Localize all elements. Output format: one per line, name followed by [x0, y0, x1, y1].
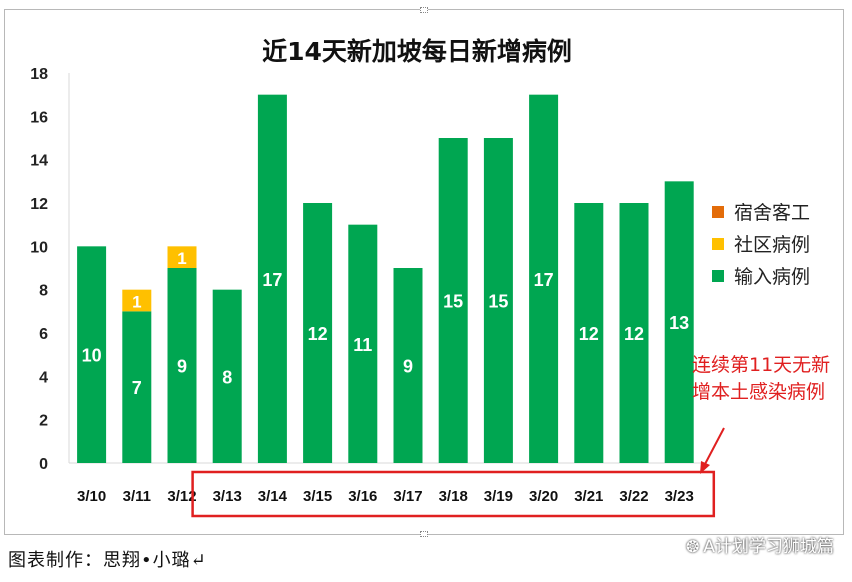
x-tick-label: 3/17	[393, 488, 422, 505]
x-tick-label: 3/13	[213, 488, 242, 505]
y-tick-label: 10	[30, 239, 48, 256]
bar-segment	[438, 138, 468, 463]
bar-value-label: 1	[177, 249, 186, 268]
wechat-icon: ❂	[685, 537, 700, 556]
bar-value-label: 13	[669, 313, 689, 333]
annotation-text: 连续第11天无新	[692, 354, 830, 376]
bar-segment	[529, 94, 559, 464]
legend-swatch	[712, 206, 724, 218]
x-tick-labels: 3/10 3/11 3/12 3/13 3/14 3/15 3/16 3/17 3/18 3/19…	[77, 488, 694, 505]
bar-segment	[257, 94, 287, 464]
x-tick-label: 3/10	[77, 488, 106, 505]
y-tick-label: 16	[30, 109, 48, 126]
watermark: ❂ A计划学习狮城篇	[686, 532, 834, 557]
annotation-arrowhead	[700, 461, 710, 474]
bar-value-label: 7	[132, 378, 142, 398]
legend-label: 输入病例	[734, 266, 810, 288]
bar-value-label: 11	[353, 335, 372, 355]
x-tick-label: 3/19	[484, 488, 513, 505]
bar-segment	[664, 181, 694, 464]
bar-value-label: 9	[403, 357, 413, 377]
chart-credit: 图表制作：思翔•小璐↵	[8, 550, 207, 571]
y-tick-label: 12	[30, 196, 48, 213]
bar-value-label: 9	[177, 357, 187, 377]
x-tick-label: 3/12	[167, 488, 196, 505]
x-tick-label: 3/18	[439, 488, 468, 505]
bar-value-label: 12	[624, 324, 644, 344]
y-tick-label: 18	[30, 66, 48, 83]
bar-value-label: 8	[222, 367, 232, 387]
bar-segment	[77, 246, 107, 463]
bar-value-label: 12	[579, 324, 599, 344]
x-tick-label: 3/22	[619, 488, 648, 505]
resize-handle-top[interactable]	[420, 7, 428, 13]
y-tick-label: 0	[39, 456, 48, 473]
bar-value-label: 15	[443, 292, 463, 312]
annotation-text: 增本土感染病例	[692, 381, 825, 403]
bar-segment	[122, 311, 152, 463]
bar-segment	[212, 289, 242, 463]
x-tick-label: 3/15	[303, 488, 332, 505]
y-tick-label: 14	[30, 153, 48, 170]
bar-segment	[574, 203, 604, 463]
bar-value-label: 17	[534, 270, 554, 290]
y-tick-label: 2	[39, 413, 48, 430]
y-tick-label: 8	[39, 283, 48, 300]
bar-segment	[619, 203, 649, 463]
bar-value-label: 10	[82, 346, 102, 366]
bar-value-label: 1	[132, 293, 141, 312]
bar-segment	[167, 268, 197, 463]
legend-label: 宿舍客工	[734, 202, 810, 224]
bar-value-label: 17	[262, 270, 282, 290]
highlight-box	[191, 470, 716, 518]
chart-plot-area	[68, 73, 702, 464]
bar-group: 10 7 1 9 1 8 17 12 11 9 15 15 17 12 12 13	[77, 94, 694, 464]
legend-swatch	[712, 270, 724, 282]
bar-segment	[348, 224, 378, 463]
bar-segment	[303, 203, 333, 463]
legend-swatch	[712, 238, 724, 250]
chart-title: 近14天新加坡每日新增病例	[262, 37, 572, 66]
x-tick-label: 3/14	[258, 488, 288, 505]
x-tick-label: 3/20	[529, 488, 558, 505]
bar-segment	[167, 246, 197, 268]
x-tick-label: 3/21	[574, 488, 603, 505]
y-tick-label: 6	[39, 326, 48, 343]
bar-segment	[483, 138, 513, 463]
y-tick-label: 4	[39, 369, 48, 386]
resize-handle-bottom[interactable]	[420, 531, 428, 537]
annotation-arrow-line	[703, 427, 725, 467]
watermark-text: A计划学习狮城篇	[703, 537, 834, 557]
x-tick-label: 3/11	[123, 488, 151, 505]
bar-value-label: 15	[488, 292, 508, 312]
bar-value-label: 12	[308, 324, 328, 344]
bar-segment	[122, 289, 152, 312]
x-tick-label: 3/16	[348, 488, 377, 505]
bar-segment	[393, 268, 423, 463]
x-tick-label: 3/23	[665, 488, 694, 505]
legend-label: 社区病例	[734, 234, 810, 256]
y-tick-labels: 0 2 4 6 8 10 12 14 16 18	[30, 66, 48, 473]
